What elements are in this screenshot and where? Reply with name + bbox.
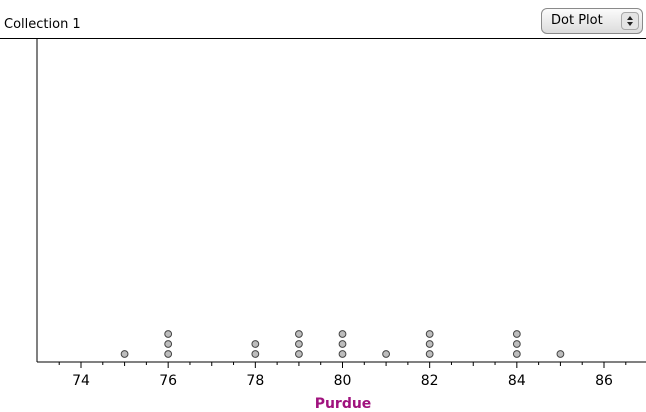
x-axis-tick-labels: 74 76 78 80 82 84 86 xyxy=(72,373,613,389)
x-tick-label: 86 xyxy=(595,373,613,389)
x-axis-label: Purdue xyxy=(315,396,372,412)
x-tick-label: 80 xyxy=(334,373,352,389)
data-dot[interactable] xyxy=(512,350,521,358)
data-dot[interactable] xyxy=(338,330,347,338)
data-dot[interactable] xyxy=(512,330,521,338)
data-dot[interactable] xyxy=(338,350,347,358)
collection-header: Collection 1 Dot Plot xyxy=(0,0,646,39)
data-dot[interactable] xyxy=(164,340,173,348)
x-tick-label: 74 xyxy=(72,373,90,389)
data-dot[interactable] xyxy=(164,330,173,338)
x-tick-label: 76 xyxy=(159,373,177,389)
collection-title: Collection 1 xyxy=(4,17,81,32)
data-dot[interactable] xyxy=(425,350,434,358)
data-dot[interactable] xyxy=(295,340,303,348)
data-dot[interactable] xyxy=(425,340,434,348)
data-dot[interactable] xyxy=(425,330,434,338)
data-dot[interactable] xyxy=(556,350,565,358)
data-dot[interactable] xyxy=(295,330,303,338)
x-axis-ticks xyxy=(58,362,627,368)
x-tick-label: 84 xyxy=(508,373,526,389)
data-dot[interactable] xyxy=(382,350,390,358)
data-dot[interactable] xyxy=(164,350,173,358)
x-tick-label: 78 xyxy=(246,373,264,389)
data-dot[interactable] xyxy=(338,340,347,348)
plot-type-label: Dot Plot xyxy=(551,13,603,28)
x-tick-label: 82 xyxy=(421,373,439,389)
data-dot[interactable] xyxy=(295,350,303,358)
plot-type-select[interactable]: Dot Plot xyxy=(541,8,643,34)
data-dot[interactable] xyxy=(251,350,260,358)
data-dot[interactable] xyxy=(512,340,521,348)
up-down-arrows-icon[interactable] xyxy=(621,12,639,30)
data-dot[interactable] xyxy=(120,350,129,358)
data-dot[interactable] xyxy=(251,340,260,348)
data-dots xyxy=(120,330,565,358)
